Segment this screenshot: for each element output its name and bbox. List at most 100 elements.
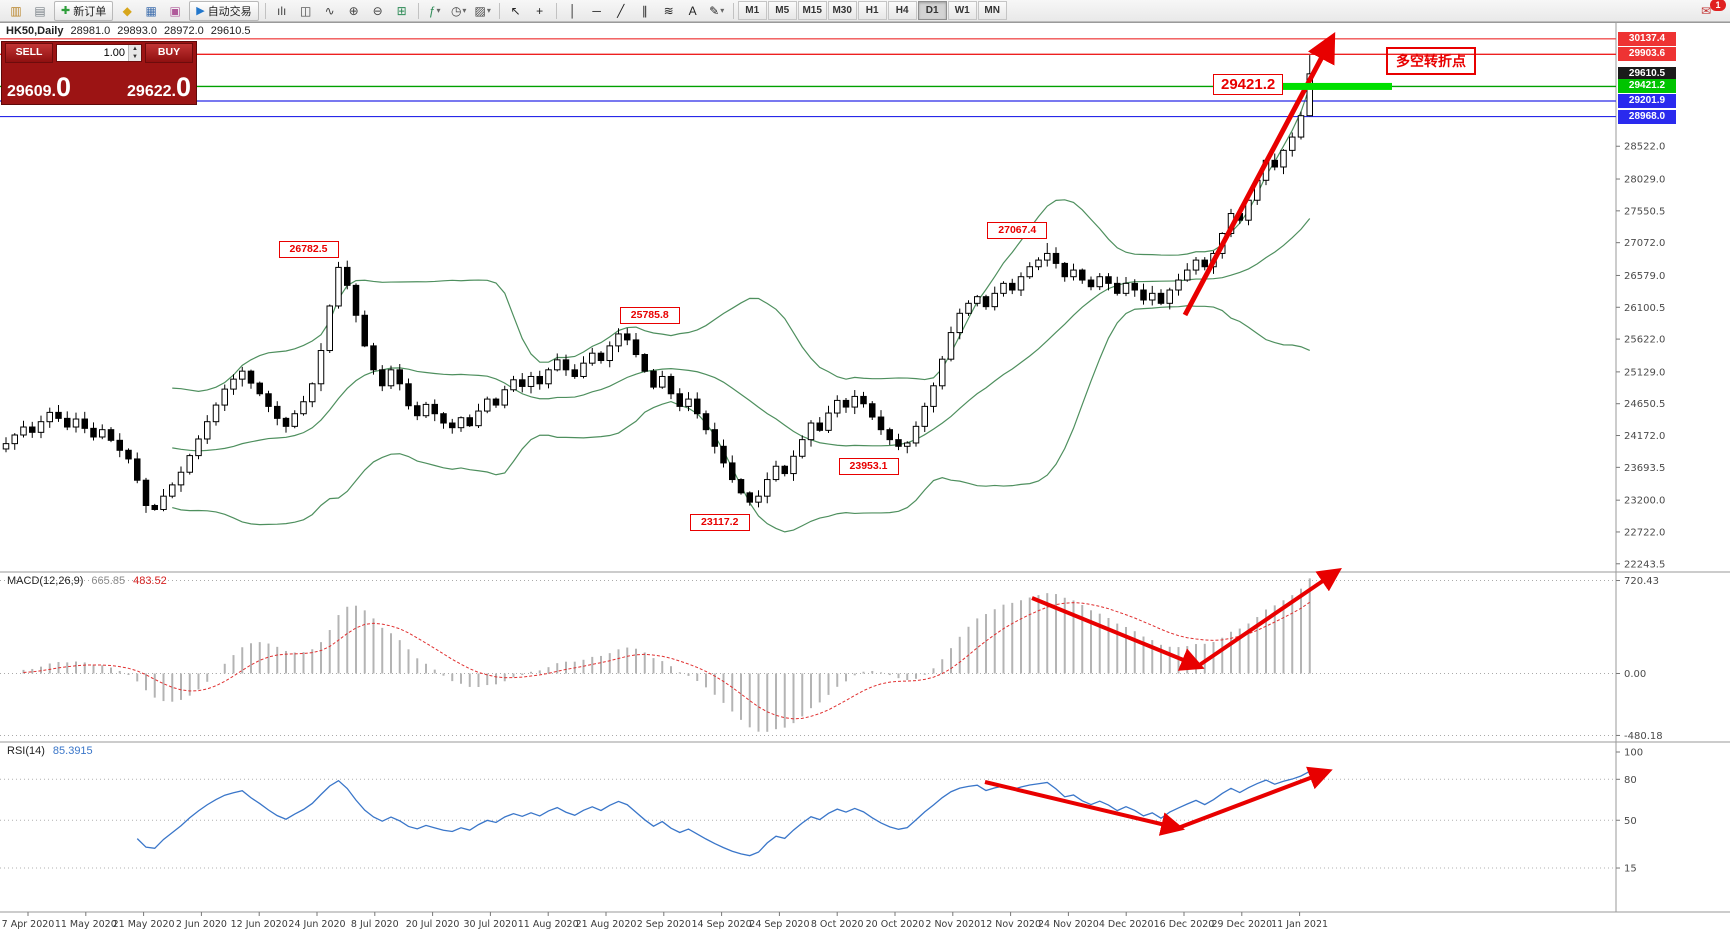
- axis-price-tag: 29610.5: [1618, 66, 1676, 81]
- sell-button[interactable]: SELL: [5, 43, 53, 63]
- svg-text:29 Dec 2020: 29 Dec 2020: [1211, 919, 1272, 930]
- channel-icon[interactable]: ∥: [641, 3, 648, 18]
- price-flag[interactable]: 26782.5: [278, 240, 339, 258]
- timeframe-MN[interactable]: MN: [977, 1, 1007, 20]
- svg-text:26100.5: 26100.5: [1624, 303, 1665, 314]
- templates-icon[interactable]: ▨ ▾: [474, 3, 491, 18]
- sell-price[interactable]: 29609. 0: [7, 72, 71, 102]
- open-chart-icon[interactable]: ▥: [10, 3, 22, 18]
- autotrading-button[interactable]: ▶ 自动交易: [189, 0, 259, 21]
- svg-text:24172.0: 24172.0: [1624, 431, 1665, 442]
- price-flag[interactable]: 27067.4: [987, 221, 1048, 239]
- volume-spinner[interactable]: ▲ ▼: [128, 45, 141, 61]
- candlestick-chart-icon[interactable]: ◫: [300, 3, 312, 18]
- svg-text:8 Jul 2020: 8 Jul 2020: [351, 919, 399, 930]
- price-flag[interactable]: 25785.8: [619, 307, 680, 325]
- price-scale-labels: 28522.0 28029.0 27550.5 27072.0 26579.0 26100…: [1616, 142, 1665, 570]
- price-flag[interactable]: 23953.1: [838, 458, 899, 476]
- trend-arrows[interactable]: [984, 32, 1342, 836]
- macd-main-value: 665.85: [91, 575, 126, 587]
- autotrading-button-label: 自动交易: [207, 5, 252, 18]
- macd-histogram: [22, 578, 1311, 732]
- toolbar-right-group: ✉ 1: [1694, 0, 1726, 21]
- cursor-icon[interactable]: ↖: [510, 3, 521, 18]
- timeframe-D1[interactable]: D1: [917, 1, 947, 20]
- tile-windows-icon[interactable]: ⊞: [396, 3, 407, 18]
- toolbar: ▥ ▤ ✚ 新订单 ◆ ▦ ▣ ▶ 自动交易 ılı ◫ ∿ ⊕ ⊖ ⊞ ƒ ▾ ◷ ▾ ▨ ▾ ↖ + │ ─ ╱ ∥ ≋ A ✎ ▾ M…: [0, 0, 1730, 22]
- svg-text:100: 100: [1624, 748, 1643, 759]
- toolbar-separator: [264, 2, 266, 19]
- svg-text:7 Apr 2020: 7 Apr 2020: [2, 919, 55, 930]
- svg-text:24 Jun 2020: 24 Jun 2020: [288, 919, 345, 930]
- axis-price-tag: 30137.4: [1618, 31, 1676, 46]
- svg-text:720.43: 720.43: [1624, 576, 1659, 587]
- svg-text:21 Aug 2020: 21 Aug 2020: [576, 919, 637, 930]
- indicators-icon[interactable]: ƒ ▾: [428, 3, 441, 18]
- candles-layer[interactable]: [2, 55, 1313, 513]
- deposit-icon[interactable]: ◆: [122, 3, 132, 18]
- green-level-segment[interactable]: [1272, 82, 1392, 90]
- macd-label: MACD(12,26,9): [7, 575, 84, 587]
- svg-text:27072.0: 27072.0: [1624, 238, 1665, 249]
- macd-signal-value: 483.52: [133, 575, 167, 587]
- volume-stepper[interactable]: ▲ ▼: [56, 44, 142, 62]
- timeframe-H1[interactable]: H1: [857, 1, 887, 20]
- volume-up-icon[interactable]: ▲: [128, 45, 141, 53]
- rsi-label-row: RSI(14) 85.3915: [7, 745, 93, 757]
- accounts-icon[interactable]: ▦: [145, 3, 157, 18]
- rsi-line: [136, 770, 1311, 857]
- notification-badge[interactable]: 1: [1710, 0, 1726, 11]
- zoom-in-icon[interactable]: ⊕: [348, 3, 359, 18]
- trendline-icon[interactable]: ╱: [617, 3, 625, 18]
- one-click-trading-panel: SELL ▲ ▼ BUY 29609.0 29622.0: [1, 41, 197, 105]
- svg-text:11 Aug 2020: 11 Aug 2020: [518, 919, 579, 930]
- macd-trend-arrow: [1031, 596, 1205, 671]
- svg-text:16 Dec 2020: 16 Dec 2020: [1154, 919, 1215, 930]
- periods-icon[interactable]: ◷ ▾: [450, 3, 467, 18]
- axis-price-tag: 29421.2: [1618, 79, 1676, 94]
- text-icon[interactable]: A: [688, 3, 697, 18]
- timeframe-M15[interactable]: M15: [797, 1, 827, 20]
- zoom-out-icon[interactable]: ⊖: [372, 3, 383, 18]
- vertical-line-icon[interactable]: │: [568, 3, 577, 18]
- svg-text:25129.0: 25129.0: [1624, 367, 1665, 378]
- timeframe-M1[interactable]: M1: [737, 1, 767, 20]
- crosshair-icon[interactable]: +: [536, 3, 544, 18]
- horizontal-line-icon[interactable]: ─: [592, 3, 601, 18]
- buy-price[interactable]: 29622. 0: [127, 72, 191, 102]
- svg-text:24 Nov 2020: 24 Nov 2020: [1038, 919, 1099, 930]
- arrow-tools-icon[interactable]: ✎ ▾: [709, 3, 725, 18]
- rsi-value: 85.3915: [52, 745, 93, 757]
- timeframe-W1[interactable]: W1: [947, 1, 977, 20]
- toolbar-separator: [555, 2, 557, 19]
- fibonacci-icon[interactable]: ≋: [663, 3, 674, 18]
- symbol-ohlc-header: HK50,Daily 28981.0 29893.0 28972.0 29610…: [6, 25, 251, 37]
- volume-input[interactable]: [57, 46, 128, 60]
- price-flag[interactable]: 23117.2: [689, 513, 750, 531]
- svg-text:2 Jun 2020: 2 Jun 2020: [176, 919, 227, 930]
- chevron-down-icon: ▾: [436, 6, 441, 15]
- svg-text:26579.0: 26579.0: [1624, 271, 1665, 282]
- note-box[interactable]: 多空转折点: [1386, 47, 1476, 75]
- timeframe-M30[interactable]: M30: [827, 1, 857, 20]
- print-icon[interactable]: ▣: [169, 3, 181, 18]
- toolbar-separator: [732, 2, 734, 19]
- new-order-button[interactable]: ✚ 新订单: [54, 0, 114, 21]
- volume-down-icon[interactable]: ▼: [128, 53, 141, 61]
- svg-text:20 Jul 2020: 20 Jul 2020: [406, 919, 460, 930]
- svg-text:50: 50: [1624, 816, 1637, 827]
- timeframe-H4[interactable]: H4: [887, 1, 917, 20]
- level-flag[interactable]: 29421.2: [1213, 74, 1284, 96]
- buy-button[interactable]: BUY: [145, 43, 193, 63]
- news-icon[interactable]: ✉: [1700, 3, 1712, 18]
- profiles-icon[interactable]: ▤: [34, 3, 46, 18]
- macd-label-row: MACD(12,26,9) 665.85 483.52: [7, 575, 167, 587]
- axis-price-tag: 29201.9: [1618, 94, 1676, 109]
- bollinger-bands: [172, 86, 1311, 533]
- svg-text:24650.5: 24650.5: [1624, 399, 1665, 410]
- bar-chart-icon[interactable]: ılı: [277, 3, 287, 18]
- line-chart-icon[interactable]: ∿: [324, 3, 335, 18]
- timeframe-M5[interactable]: M5: [767, 1, 797, 20]
